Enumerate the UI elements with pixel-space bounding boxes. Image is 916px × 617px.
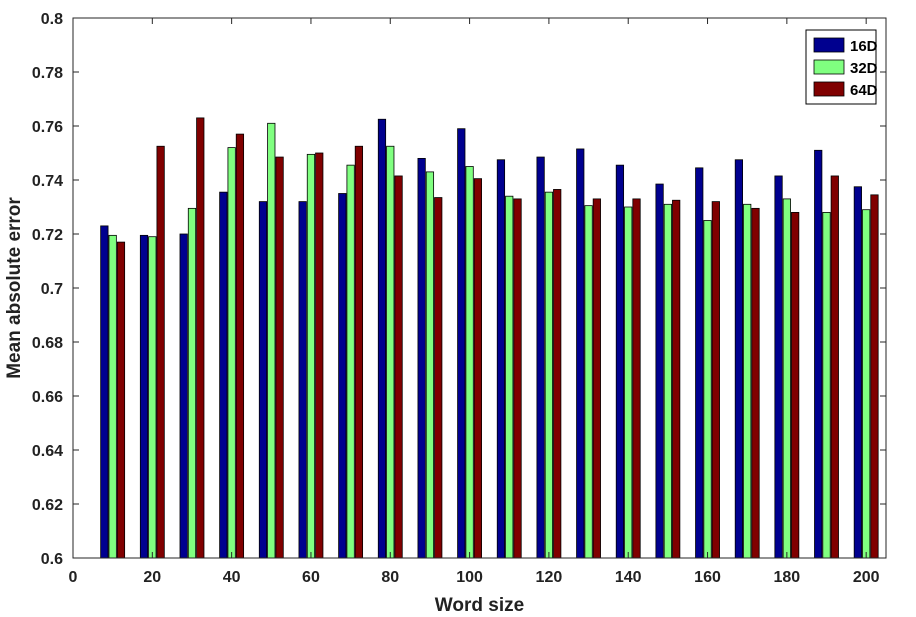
- bar-64D-30: [196, 117, 205, 559]
- x-tick-label: 20: [143, 569, 161, 586]
- bar-32D-40: [227, 147, 236, 559]
- bar-16D-200: [853, 186, 862, 559]
- bar-32D-150: [663, 203, 672, 559]
- bar-64D-100: [473, 178, 482, 559]
- bar-64D-110: [513, 198, 522, 559]
- x-tick-label: 60: [302, 569, 320, 586]
- y-tick-label: 0.78: [32, 65, 63, 82]
- bar-16D-90: [417, 157, 426, 559]
- y-tick-label: 0.74: [32, 173, 63, 190]
- bar-64D-170: [751, 207, 760, 559]
- legend-swatch-64D: [813, 81, 845, 97]
- x-tick-label: 160: [694, 569, 721, 586]
- legend-label-16D: 16D: [850, 38, 878, 55]
- y-tick-label: 0.62: [32, 497, 63, 514]
- bar-64D-150: [672, 199, 681, 559]
- bar-32D-180: [782, 198, 791, 559]
- bar-64D-20: [156, 145, 165, 559]
- bar-32D-130: [584, 205, 593, 559]
- bar-16D-20: [139, 234, 149, 559]
- legend-label-32D: 32D: [850, 60, 878, 77]
- x-tick-label: 180: [774, 569, 801, 586]
- x-tick-label: 40: [223, 569, 241, 586]
- bar-32D-200: [862, 209, 871, 559]
- y-tick-label: 0.76: [32, 119, 63, 136]
- bar-32D-80: [386, 145, 395, 559]
- bar-64D-160: [711, 201, 720, 559]
- bar-16D-30: [179, 233, 188, 559]
- bar-16D-110: [496, 159, 506, 559]
- axis-ticks: [72, 17, 886, 559]
- y-tick-label: 0.7: [41, 281, 63, 298]
- bar-16D-120: [536, 156, 545, 559]
- bar-64D-90: [434, 197, 443, 559]
- bar-32D-100: [465, 166, 474, 559]
- bar-32D-70: [346, 164, 355, 559]
- x-tick-label: 0: [69, 569, 78, 586]
- bar-16D-140: [615, 164, 625, 559]
- x-axis-label: Word size: [435, 595, 524, 616]
- bar-64D-50: [275, 156, 284, 559]
- bar-32D-140: [624, 206, 633, 559]
- bar-16D-180: [774, 175, 783, 559]
- y-tick-labels: 0.6 0.62 0.64 0.66 0.68 0.7 0.72 0.74 0.76 0.78 0.…: [32, 11, 63, 568]
- bar-32D-110: [505, 195, 514, 559]
- bar-32D-170: [743, 203, 752, 559]
- bar-16D-10: [100, 225, 109, 559]
- bar-16D-190: [814, 149, 823, 559]
- y-tick-label: 0.6: [41, 551, 63, 568]
- bar-32D-190: [822, 211, 831, 559]
- x-tick-label: 100: [456, 569, 483, 586]
- bar-64D-120: [553, 189, 562, 559]
- y-tick-label: 0.72: [32, 227, 63, 244]
- legend-label-64D: 64D: [850, 82, 878, 99]
- bar-16D-60: [298, 201, 307, 559]
- y-tick-label: 0.68: [32, 335, 63, 352]
- y-tick-label: 0.64: [32, 443, 63, 460]
- bar-32D-30: [187, 207, 197, 559]
- y-tick-label: 0.66: [32, 389, 63, 406]
- bar-16D-100: [457, 128, 466, 559]
- bar-32D-90: [425, 171, 435, 559]
- y-tick-label: 0.8: [41, 11, 63, 28]
- bar-32D-20: [148, 236, 157, 559]
- bar-64D-200: [870, 194, 879, 559]
- x-tick-label: 80: [381, 569, 399, 586]
- bar-64D-10: [116, 241, 126, 559]
- bar-64D-70: [354, 145, 364, 559]
- bar-16D-160: [695, 167, 704, 559]
- bar-32D-50: [267, 122, 276, 559]
- bar-64D-60: [315, 152, 324, 559]
- x-tick-label: 200: [853, 569, 880, 586]
- bar-64D-40: [235, 133, 245, 559]
- bar-16D-50: [258, 201, 268, 559]
- bar-32D-120: [544, 191, 554, 559]
- legend-swatch-16D: [813, 37, 845, 53]
- bar-64D-190: [830, 175, 839, 559]
- bar-16D-170: [734, 159, 744, 559]
- bar-32D-60: [306, 153, 316, 559]
- bar-64D-180: [791, 211, 800, 559]
- legend-swatch-32D: [813, 59, 845, 75]
- legend: 16D 32D 64D: [805, 29, 878, 105]
- x-tick-labels: 0 20 40 60 80 100 120 140 160 180 200: [69, 569, 880, 586]
- bar-64D-140: [632, 198, 641, 559]
- x-tick-label: 120: [536, 569, 563, 586]
- bar-32D-160: [703, 220, 712, 559]
- y-axis-label: Mean absolute error: [4, 197, 25, 379]
- bar-32D-10: [108, 234, 117, 559]
- bar-16D-130: [576, 148, 585, 559]
- bar-16D-80: [377, 118, 387, 559]
- bar-16D-70: [338, 193, 347, 559]
- bar-16D-40: [219, 191, 228, 559]
- bar-64D-80: [394, 175, 403, 559]
- bar-64D-130: [592, 198, 601, 559]
- bar-16D-150: [655, 183, 664, 559]
- x-tick-label: 140: [615, 569, 642, 586]
